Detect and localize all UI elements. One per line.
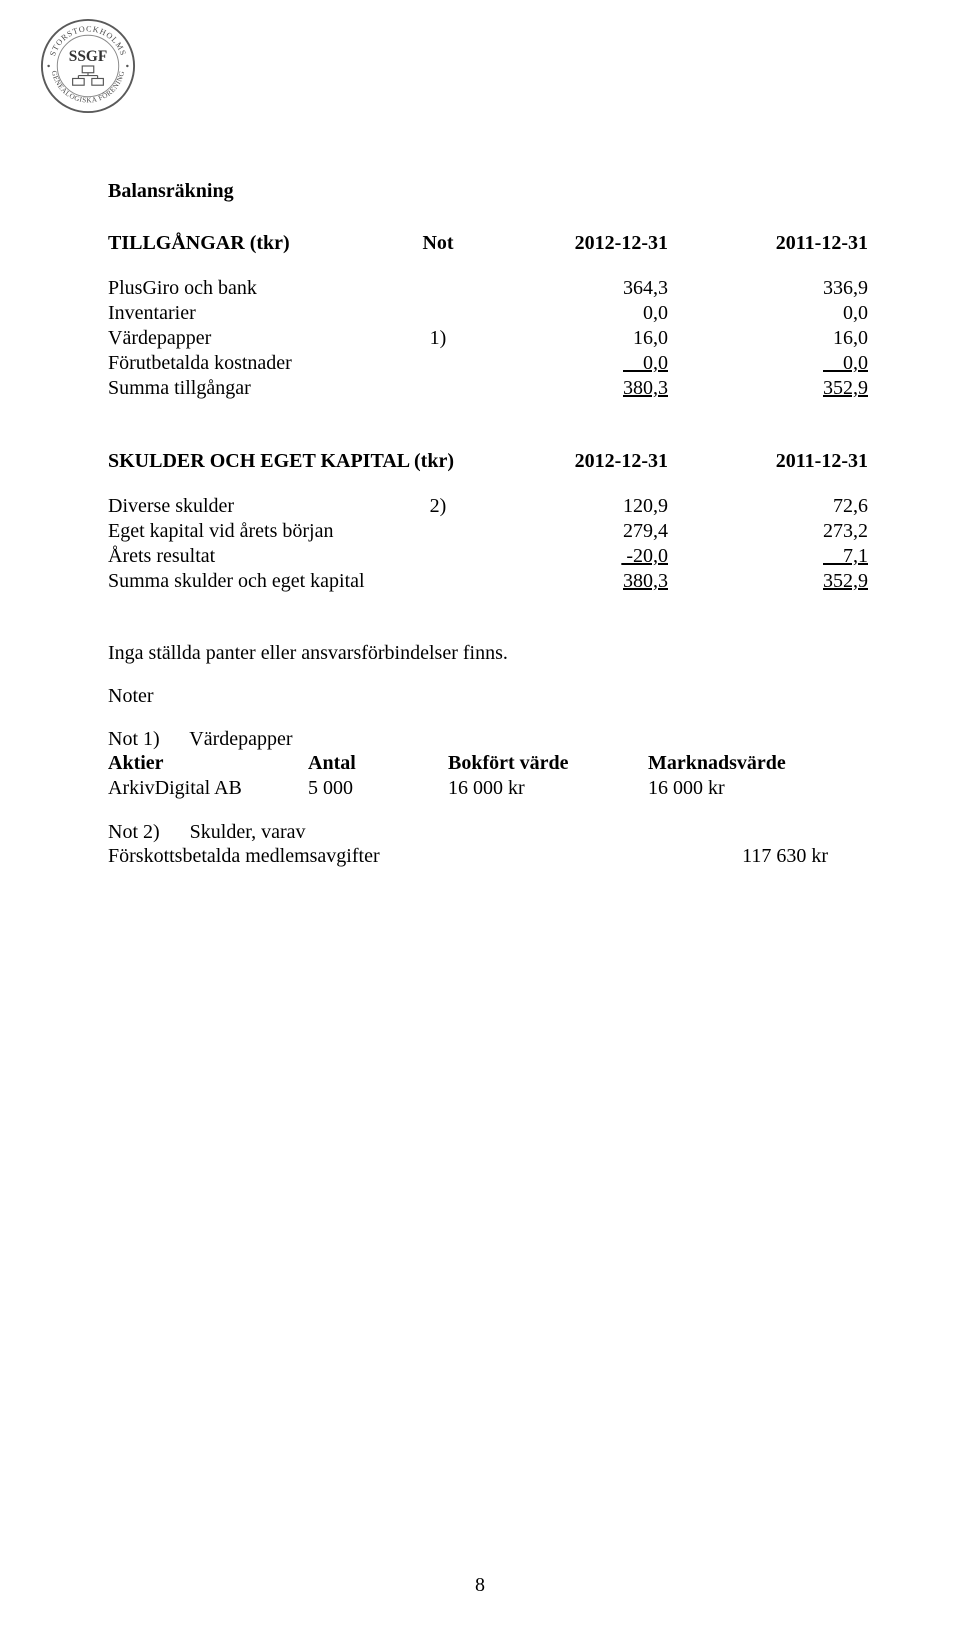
cell-v2: 336,9 <box>668 276 868 301</box>
liab-header-c2: 2011-12-31 <box>668 449 868 474</box>
cell-v1: 120,9 <box>468 494 668 519</box>
cell-label: PlusGiro och bank <box>108 276 408 301</box>
cell-label: Förutbetalda kostnader <box>108 351 408 376</box>
not1-h-a: Aktier <box>108 751 308 776</box>
cell-label: Summa tillgångar <box>108 376 408 401</box>
not1-r-d: 16 000 kr <box>648 776 848 801</box>
cell-v2: 352,9 <box>668 376 868 401</box>
not1-row: ArkivDigital AB 5 000 16 000 kr 16 000 k… <box>108 776 868 801</box>
cell-v1: 380,3 <box>468 376 668 401</box>
cell-v2: 273,2 <box>668 519 868 544</box>
not1-h-c: Bokfört värde <box>448 751 648 776</box>
cell-v1: 279,4 <box>468 519 668 544</box>
cell-v2: 7,1 <box>668 544 868 569</box>
not1-line: Not 1) Värdepapper <box>108 728 868 751</box>
table-row: PlusGiro och bank 364,3 336,9 <box>108 276 868 301</box>
cell-label: Diverse skulder <box>108 494 408 519</box>
assets-sum-row: Summa tillgångar 380,3 352,9 <box>108 376 868 401</box>
cell-label: Årets resultat <box>108 544 408 569</box>
not1-r-c: 16 000 kr <box>448 776 648 801</box>
not2-label: Förskottsbetalda medlemsavgifter <box>108 844 608 869</box>
cell-v1: 0,0 <box>468 301 668 326</box>
logo-initials: SSGF <box>69 48 107 65</box>
cell-not <box>408 351 468 376</box>
assets-header-label: TILLGÅNGAR (tkr) <box>108 231 408 256</box>
assets-header-c1: 2012-12-31 <box>468 231 668 256</box>
assets-header: TILLGÅNGAR (tkr) Not 2012-12-31 2011-12-… <box>108 231 868 256</box>
not1-h-b: Antal <box>308 751 448 776</box>
not1-h-d: Marknadsvärde <box>648 751 848 776</box>
cell-v1: 16,0 <box>468 326 668 351</box>
not1-header: Aktier Antal Bokfört värde Marknadsvärde <box>108 751 868 776</box>
cell-v1: 364,3 <box>468 276 668 301</box>
cell-v1: 380,3 <box>468 569 668 594</box>
cell-v2: 16,0 <box>668 326 868 351</box>
cell-not <box>408 276 468 301</box>
assets-header-not: Not <box>408 231 468 256</box>
cell-not <box>408 544 468 569</box>
not2-row: Förskottsbetalda medlemsavgifter 117 630… <box>108 844 868 869</box>
liab-header-c1: 2012-12-31 <box>468 449 668 474</box>
not2-line: Not 2) Skulder, varav <box>108 821 868 844</box>
liab-header-label: SKULDER OCH EGET KAPITAL (tkr) <box>108 449 468 474</box>
cell-v2: 0,0 <box>668 351 868 376</box>
page-number: 8 <box>0 1574 960 1597</box>
noter-heading: Noter <box>108 685 868 708</box>
cell-v2: 0,0 <box>668 301 868 326</box>
cell-label: Summa skulder och eget kapital <box>108 569 408 594</box>
cell-not <box>408 519 468 544</box>
not1-r-a: ArkivDigital AB <box>108 776 308 801</box>
assets-header-c2: 2011-12-31 <box>668 231 868 256</box>
ssgf-logo: STORSTOCKHOLMS GENEALOGISKA FÖRENING SSG… <box>40 18 136 114</box>
cell-v2: 352,9 <box>668 569 868 594</box>
cell-v1: -20,0 <box>468 544 668 569</box>
table-row: Diverse skulder 2) 120,9 72,6 <box>108 494 868 519</box>
panter-text: Inga ställda panter eller ansvarsförbind… <box>108 642 868 665</box>
liab-sum-row: Summa skulder och eget kapital 380,3 352… <box>108 569 868 594</box>
cell-label: Värdepapper <box>108 326 408 351</box>
table-row: Förutbetalda kostnader 0,0 0,0 <box>108 351 868 376</box>
cell-v1: 0,0 <box>468 351 668 376</box>
table-row: Värdepapper 1) 16,0 16,0 <box>108 326 868 351</box>
page-title: Balansräkning <box>108 180 868 203</box>
cell-label: Inventarier <box>108 301 408 326</box>
table-row: Eget kapital vid årets början 279,4 273,… <box>108 519 868 544</box>
table-row: Inventarier 0,0 0,0 <box>108 301 868 326</box>
liab-header: SKULDER OCH EGET KAPITAL (tkr) 2012-12-3… <box>108 449 868 474</box>
table-row: Årets resultat -20,0 7,1 <box>108 544 868 569</box>
cell-not: 1) <box>408 326 468 351</box>
not2-value: 117 630 kr <box>608 844 868 869</box>
cell-label: Eget kapital vid årets början <box>108 519 408 544</box>
not1-r-b: 5 000 <box>308 776 448 801</box>
cell-not <box>408 301 468 326</box>
cell-v2: 72,6 <box>668 494 868 519</box>
cell-not: 2) <box>408 494 468 519</box>
